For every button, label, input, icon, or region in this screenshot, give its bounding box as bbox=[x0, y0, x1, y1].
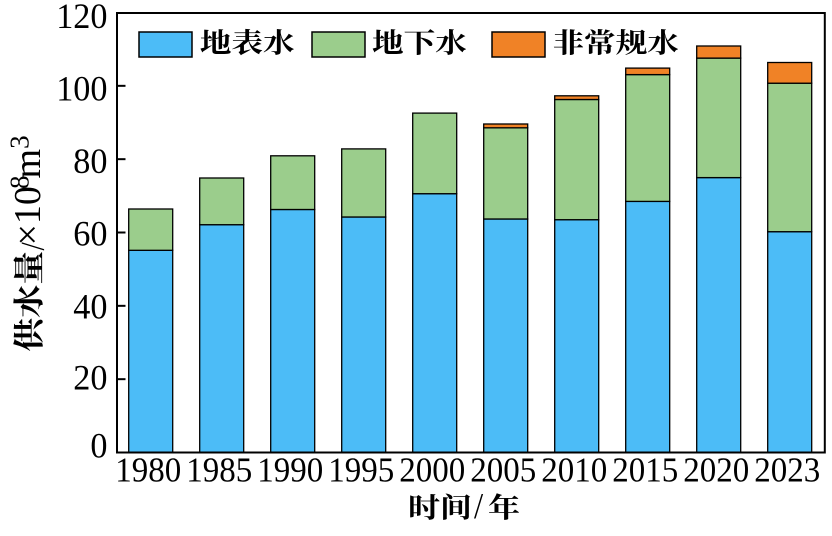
svg-text:60: 60 bbox=[73, 213, 107, 253]
svg-text:m: m bbox=[7, 149, 49, 179]
svg-text:2005: 2005 bbox=[470, 451, 536, 490]
svg-text:2010: 2010 bbox=[541, 451, 607, 490]
svg-text:1985: 1985 bbox=[186, 451, 252, 490]
svg-text:2020: 2020 bbox=[683, 451, 749, 490]
svg-text:2023: 2023 bbox=[754, 451, 820, 490]
svg-text:2015: 2015 bbox=[612, 451, 678, 490]
svg-text:40: 40 bbox=[73, 287, 107, 327]
svg-text:×10: ×10 bbox=[7, 186, 49, 245]
svg-text:1995: 1995 bbox=[328, 451, 394, 490]
svg-text:3: 3 bbox=[5, 135, 35, 149]
svg-text:120: 120 bbox=[56, 0, 107, 36]
svg-text:0: 0 bbox=[90, 426, 107, 466]
svg-text:1990: 1990 bbox=[257, 451, 323, 490]
svg-text:100: 100 bbox=[56, 69, 107, 109]
svg-text:1980: 1980 bbox=[115, 451, 181, 490]
svg-text:2000: 2000 bbox=[399, 451, 465, 490]
svg-text:8: 8 bbox=[5, 176, 35, 190]
svg-text:80: 80 bbox=[73, 141, 107, 181]
svg-text:20: 20 bbox=[73, 358, 107, 398]
